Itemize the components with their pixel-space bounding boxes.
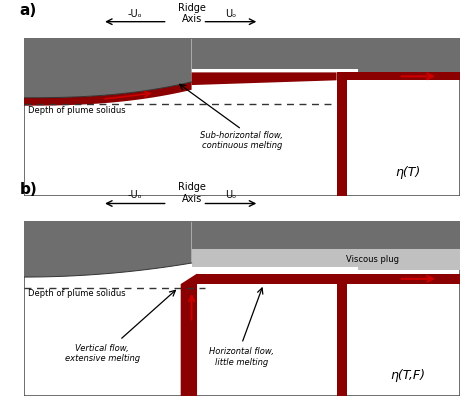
Polygon shape bbox=[24, 82, 191, 106]
Text: Horizontal flow,
little melting: Horizontal flow, little melting bbox=[210, 347, 274, 367]
Polygon shape bbox=[24, 38, 191, 98]
Text: Sub-horizontal flow,
continuous melting: Sub-horizontal flow, continuous melting bbox=[201, 131, 283, 151]
Polygon shape bbox=[191, 73, 337, 85]
Text: Depth of plume solidus: Depth of plume solidus bbox=[28, 106, 126, 115]
Bar bbox=[347, 274, 460, 284]
Text: Depth of plume solidus: Depth of plume solidus bbox=[28, 289, 126, 298]
Text: η(T,F): η(T,F) bbox=[390, 369, 425, 382]
Text: Uₒ: Uₒ bbox=[225, 9, 237, 19]
Polygon shape bbox=[197, 274, 337, 284]
Polygon shape bbox=[191, 221, 460, 249]
Text: a): a) bbox=[19, 3, 36, 18]
Polygon shape bbox=[191, 249, 460, 270]
Text: Uₒ: Uₒ bbox=[225, 190, 237, 200]
Bar bbox=[337, 274, 347, 396]
Text: b): b) bbox=[19, 183, 37, 198]
Polygon shape bbox=[181, 274, 197, 396]
Text: η(T): η(T) bbox=[395, 166, 420, 179]
Text: Viscous plug: Viscous plug bbox=[346, 255, 399, 264]
Polygon shape bbox=[24, 221, 191, 277]
Text: -Uₒ: -Uₒ bbox=[128, 9, 142, 19]
Text: Ridge
Axis: Ridge Axis bbox=[178, 3, 206, 24]
Bar bbox=[337, 73, 347, 196]
Text: Vertical flow,
extensive melting: Vertical flow, extensive melting bbox=[64, 344, 140, 363]
Bar bbox=[347, 73, 460, 80]
Text: Ridge
Axis: Ridge Axis bbox=[178, 183, 206, 204]
Polygon shape bbox=[191, 38, 460, 73]
Text: -Uₒ: -Uₒ bbox=[128, 190, 142, 200]
